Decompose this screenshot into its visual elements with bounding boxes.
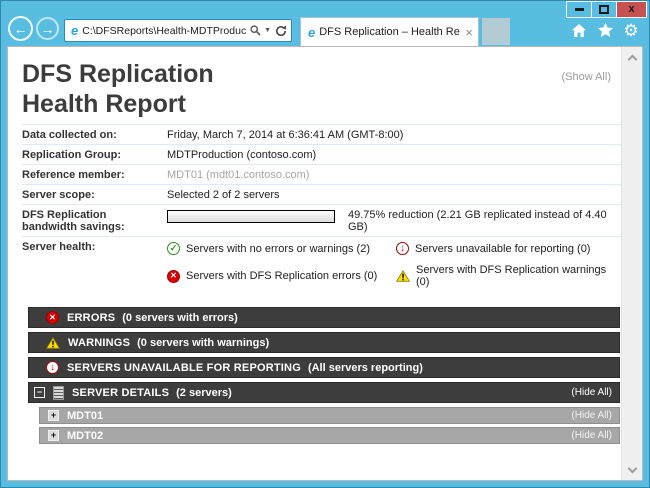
section-count: (0 servers with errors) <box>122 311 238 324</box>
report-sections: ✕ ERRORS (0 servers with errors) WARNING… <box>22 307 620 444</box>
health-item-ok: ✓ Servers with no errors or warnings (2) <box>167 242 396 255</box>
browser-tab[interactable]: e DFS Replication – Health Re... × <box>300 17 479 46</box>
bandwidth-progress-bar <box>167 210 335 223</box>
row-label: Reference member: <box>22 169 125 181</box>
section-server-details-bar[interactable]: − SERVER DETAILS (2 servers) (Hide All) <box>28 382 620 403</box>
row-value: Friday, March 7, 2014 at 6:36:41 AM (GMT… <box>167 129 404 141</box>
hide-all-link[interactable]: (Hide All) <box>571 410 612 421</box>
health-item-text: Servers with DFS Replication warnings (0… <box>416 264 607 288</box>
page-content-area: DFS Replication Health Report (Show All)… <box>7 46 643 481</box>
settings-gear-icon[interactable]: ⚙ <box>623 20 639 40</box>
server-health-grid: ✓ Servers with no errors or warnings (2)… <box>167 241 621 292</box>
report-summary-table: Data collected on: Friday, March 7, 2014… <box>22 124 621 295</box>
server-icon <box>53 385 64 400</box>
browser-chrome: x ← → e C:\DFSReports\Health-MDTProducti… <box>1 1 649 46</box>
tab-title: DFS Replication – Health Re... <box>319 26 462 38</box>
health-item-unavailable: ↓ Servers unavailable for reporting (0) <box>396 242 621 255</box>
collapse-expander-icon[interactable]: − <box>34 387 45 398</box>
health-item-text: Servers with no errors or warnings (2) <box>186 242 371 255</box>
row-label: Replication Group: <box>22 149 121 161</box>
section-unavailable-bar[interactable]: ↓ SERVERS UNAVAILABLE FOR REPORTING (All… <box>28 357 620 378</box>
table-row-server-health: Server health: ✓ Servers with no errors … <box>22 236 621 295</box>
bandwidth-summary-text: 49.75% reduction (2.21 GB replicated ins… <box>348 209 607 233</box>
back-button[interactable]: ← <box>8 16 33 41</box>
section-count: (All servers reporting) <box>307 361 423 374</box>
row-value: Selected 2 of 2 servers <box>167 189 280 201</box>
health-item-warnings: Servers with DFS Replication warnings (0… <box>396 264 621 288</box>
tab-close-icon[interactable]: × <box>465 24 473 40</box>
row-value: MDTProduction (contoso.com) <box>167 149 317 161</box>
table-row-server-scope: Server scope: Selected 2 of 2 servers <box>22 184 621 204</box>
ok-check-icon: ✓ <box>167 242 180 255</box>
server-row-mdt01[interactable]: + MDT01 (Hide All) <box>39 407 620 424</box>
expand-expander-icon[interactable]: + <box>48 410 59 421</box>
table-row-reference-member: Reference member: MDT01 (mdt01.contoso.c… <box>22 164 621 184</box>
hide-all-link[interactable]: (Hide All) <box>571 430 612 441</box>
table-row-replication-group: Replication Group: MDTProduction (contos… <box>22 144 621 164</box>
server-name: MDT02 <box>67 429 104 442</box>
close-icon: x <box>628 3 635 15</box>
ie-page-icon: e <box>71 23 79 38</box>
url-text[interactable]: C:\DFSReports\Health-MDTProduction-07Ma <box>82 24 247 37</box>
window-controls: x <box>566 1 647 18</box>
table-row-data-collected: Data collected on: Friday, March 7, 2014… <box>22 124 621 144</box>
expand-expander-icon[interactable]: + <box>48 430 59 441</box>
ie-tab-icon: e <box>308 24 316 40</box>
row-label: DFS Replication bandwidth savings: <box>22 209 125 233</box>
refresh-icon[interactable] <box>275 25 287 37</box>
favorites-star-icon[interactable] <box>596 21 614 39</box>
warning-triangle-icon <box>396 270 410 282</box>
row-label: Server scope: <box>22 189 95 201</box>
section-errors-bar[interactable]: ✕ ERRORS (0 servers with errors) <box>28 307 620 328</box>
section-title: SERVER DETAILS <box>72 386 170 399</box>
error-icon: ✕ <box>167 269 180 283</box>
section-count: (2 servers) <box>176 386 232 399</box>
unavailable-icon: ↓ <box>396 242 409 255</box>
forward-arrow-icon: → <box>40 20 55 37</box>
health-item-text: Servers unavailable for reporting (0) <box>415 242 591 255</box>
close-button[interactable]: x <box>616 1 647 18</box>
section-title: WARNINGS <box>68 336 131 349</box>
server-row-mdt02[interactable]: + MDT02 (Hide All) <box>39 427 620 444</box>
chevron-up-icon <box>627 54 637 65</box>
health-item-text: Servers with DFS Replication errors (0) <box>186 270 378 282</box>
scroll-down-button[interactable] <box>622 461 642 478</box>
minimize-icon <box>574 8 584 11</box>
chevron-down-icon <box>627 463 637 473</box>
vertical-scrollbar[interactable] <box>621 47 642 480</box>
minimize-button[interactable] <box>566 1 592 18</box>
page-title-line1: DFS Replication <box>22 60 214 88</box>
page-title: DFS Replication Health Report <box>22 59 621 119</box>
maximize-icon <box>599 5 609 14</box>
error-icon: ✕ <box>46 311 59 324</box>
row-label: Data collected on: <box>22 129 117 141</box>
table-row-bandwidth-savings: DFS Replication bandwidth savings: 49.75… <box>22 204 621 236</box>
back-arrow-icon: ← <box>13 20 28 37</box>
report-page: DFS Replication Health Report (Show All)… <box>8 47 621 480</box>
search-icon[interactable] <box>250 25 261 36</box>
health-item-errors: ✕ Servers with DFS Replication errors (0… <box>167 264 396 288</box>
row-label: Server health: <box>22 241 96 253</box>
address-bar[interactable]: e C:\DFSReports\Health-MDTProduction-07M… <box>64 19 292 42</box>
section-warnings-bar[interactable]: WARNINGS (0 servers with warnings) <box>28 332 620 353</box>
scroll-up-button[interactable] <box>622 49 642 66</box>
maximize-button[interactable] <box>591 1 617 18</box>
warning-triangle-icon <box>46 336 60 349</box>
show-all-link[interactable]: (Show All) <box>561 71 611 83</box>
unavailable-icon: ↓ <box>46 361 59 374</box>
section-title: ERRORS <box>67 311 116 324</box>
address-dropdown-icon[interactable]: ▼ <box>264 27 271 34</box>
new-tab-button[interactable] <box>482 18 510 45</box>
page-title-line2: Health Report <box>22 90 186 118</box>
section-title: SERVERS UNAVAILABLE FOR REPORTING <box>67 361 301 374</box>
forward-button[interactable]: → <box>36 17 59 40</box>
home-icon[interactable] <box>570 21 588 39</box>
server-name: MDT01 <box>67 409 104 422</box>
section-count: (0 servers with warnings) <box>137 336 270 349</box>
bandwidth-value: 49.75% reduction (2.21 GB replicated ins… <box>167 209 621 233</box>
hide-all-link[interactable]: (Hide All) <box>571 387 612 398</box>
browser-toolbar-icons: ⚙ <box>570 21 640 39</box>
row-value: MDT01 (mdt01.contoso.com) <box>167 169 310 181</box>
